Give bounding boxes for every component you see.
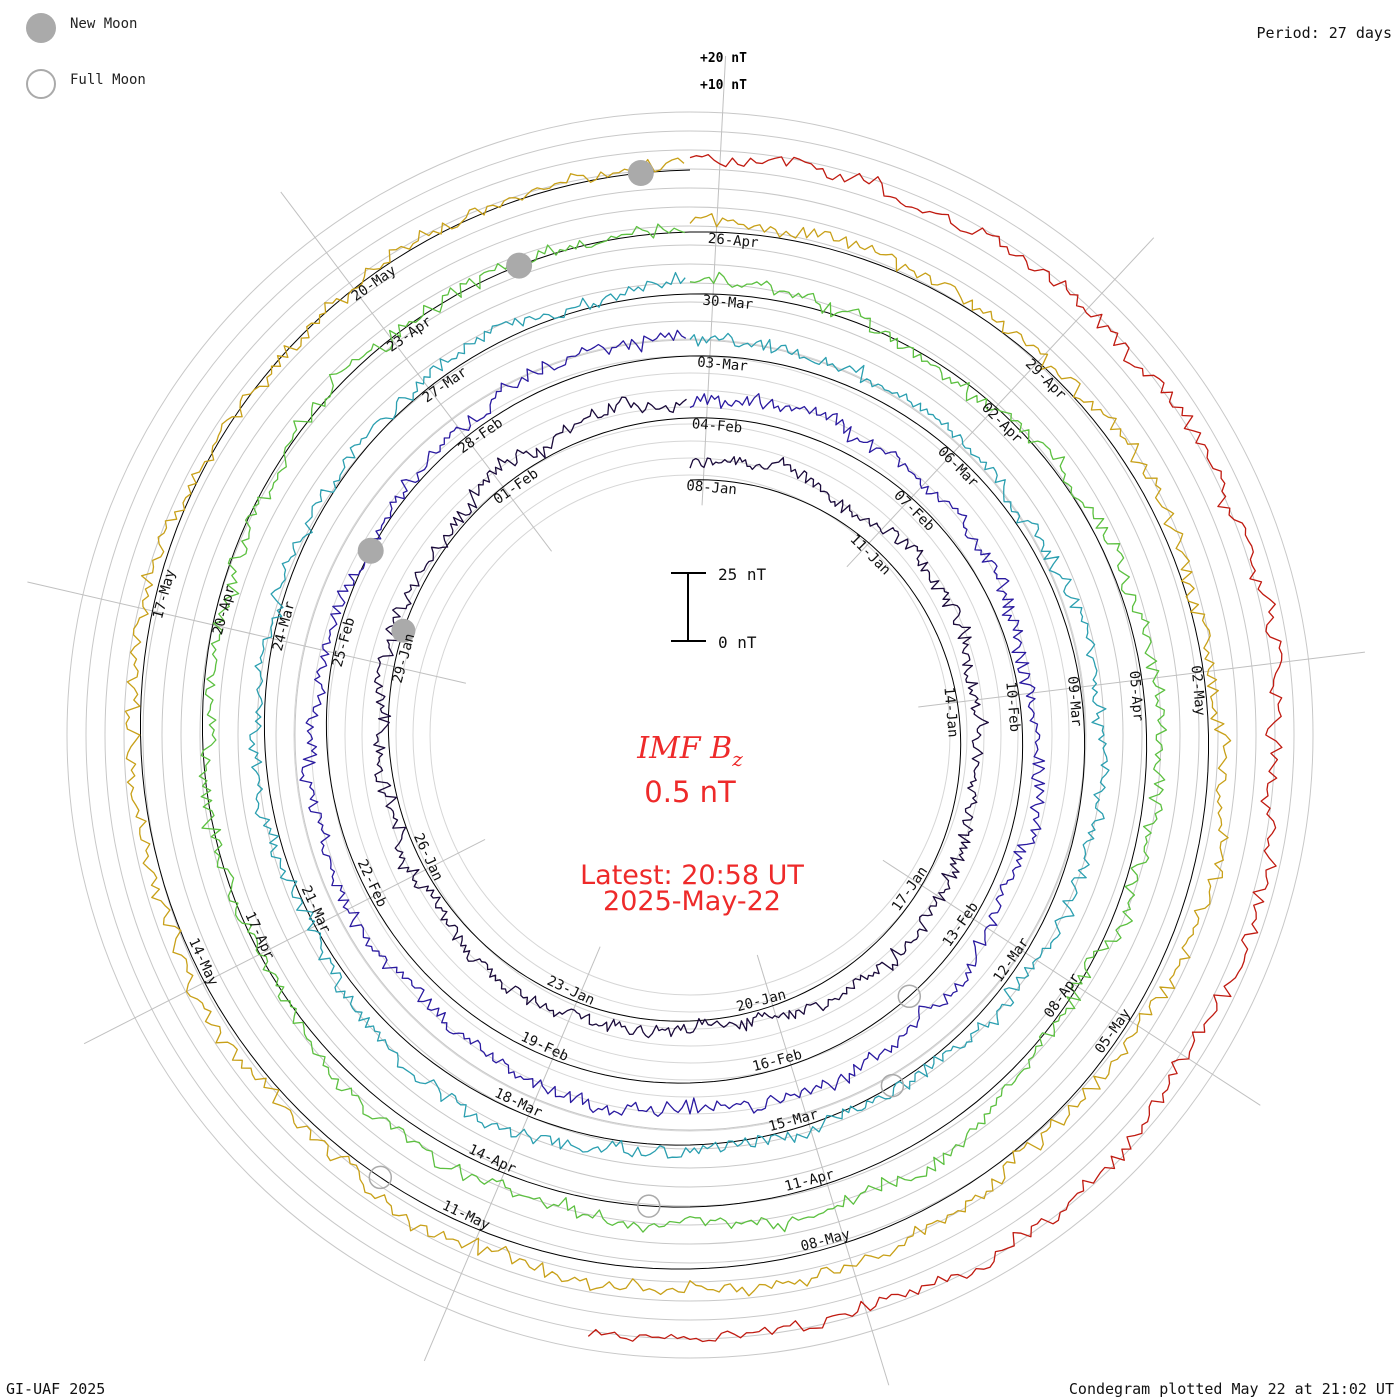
ref-label-10nT: +10 nT	[700, 78, 747, 93]
title-main: IMF B	[636, 731, 732, 766]
grid-circle	[294, 339, 1086, 1131]
date-label: 02-May	[1188, 665, 1208, 717]
date-label: 08-Jan	[686, 478, 738, 498]
full-moon-marker	[880, 1073, 905, 1098]
date-label: 22-Feb	[354, 857, 390, 910]
grid-circle	[161, 206, 1219, 1264]
scale-top-label: 25 nT	[718, 565, 767, 584]
date-label: 17-May	[150, 568, 179, 621]
date-label: 02-Apr	[978, 400, 1025, 447]
current-value: 0.5 nT	[644, 775, 736, 809]
grid-circle	[104, 149, 1276, 1321]
date-label: 29-Apr	[1022, 356, 1069, 403]
date-label: 13-Feb	[940, 899, 982, 950]
grid-circle	[327, 372, 1053, 1098]
full-moon-icon	[26, 69, 56, 99]
series-line	[124, 157, 1232, 1297]
grid-spoke	[83, 838, 486, 1045]
date-label: 11-Jan	[847, 531, 894, 578]
grid-spoke	[701, 55, 727, 506]
series-line	[299, 329, 1046, 1117]
date-label: 14-Jan	[940, 686, 960, 738]
grid-circle	[429, 474, 951, 996]
date-label: 04-Feb	[691, 416, 743, 436]
full-moon-marker	[897, 984, 922, 1009]
baseline-spiral	[140, 169, 1209, 1270]
date-label: 10-Feb	[1002, 681, 1022, 733]
legend: New Moon Full Moon	[26, 13, 146, 99]
new-moon-marker	[357, 537, 384, 564]
grid-circle	[123, 168, 1257, 1302]
latest-date: 2025-May-22	[603, 886, 781, 917]
grid-spoke	[27, 581, 467, 684]
svg-text:IMF Bz: IMF Bz	[636, 731, 743, 771]
date-label: 23-Apr	[384, 313, 435, 355]
date-label: 24-Mar	[270, 600, 299, 653]
full-moon-marker	[368, 1165, 393, 1190]
grid-circle	[256, 301, 1124, 1169]
grid-spoke	[423, 946, 601, 1362]
date-label: 05-Apr	[1126, 670, 1146, 722]
date-label: 17-Jan	[889, 864, 931, 915]
date-label: 30-Mar	[702, 293, 754, 313]
grid-spokes	[27, 55, 1365, 1386]
new-moon-marker	[391, 618, 416, 643]
date-label: 14-Apr	[466, 1141, 519, 1177]
period-label: Period: 27 days	[1257, 24, 1392, 42]
baseline-spiral-path	[140, 169, 1209, 1270]
new-moon-marker	[506, 252, 533, 279]
series-line	[587, 153, 1283, 1343]
grid-circle	[378, 423, 1002, 1047]
center-title: IMF Bz 0.5 nT Latest: 20:58 UT 2025-May-…	[580, 731, 804, 917]
grid-circle	[344, 389, 1036, 1081]
new-moon-icon	[26, 13, 56, 43]
date-label: 09-Mar	[1064, 676, 1084, 728]
moon-markers	[357, 160, 922, 1218]
grid-circle	[199, 244, 1181, 1226]
date-label: 06-Mar	[934, 444, 981, 491]
date-label: 03-Mar	[697, 354, 749, 374]
date-label: 01-Feb	[491, 466, 542, 508]
date-label: 17-Apr	[241, 909, 277, 962]
series-line	[198, 223, 1168, 1233]
latest-time: Latest: 20:58 UT	[580, 860, 804, 891]
series-line	[248, 271, 1110, 1159]
title-subscript: z	[731, 747, 743, 771]
date-label: 05-May	[1092, 1006, 1134, 1057]
date-label: 26-Jan	[410, 831, 446, 884]
scale-bar: 25 nT 0 nT	[671, 565, 767, 652]
series-line	[373, 396, 989, 1039]
date-label: 20-Apr	[210, 584, 239, 637]
data-traces	[124, 153, 1283, 1343]
ref-label-20nT: +20 nT	[700, 51, 747, 66]
grid-spoke	[280, 191, 552, 552]
date-label: 27-Mar	[420, 364, 471, 406]
new-moon-label: New Moon	[70, 16, 137, 32]
date-label: 26-Apr	[707, 231, 759, 251]
new-moon-marker	[627, 160, 654, 186]
date-label: 28-Feb	[455, 415, 506, 457]
date-label: 20-Jan	[735, 987, 788, 1016]
grid-circle	[66, 111, 1314, 1359]
full-moon-marker	[637, 1194, 661, 1218]
grid-circle	[412, 457, 968, 1013]
grid-circle	[180, 225, 1200, 1245]
scale-bottom-label: 0 nT	[718, 633, 757, 652]
plotted-label: Condegram plotted May 22 at 21:02 UT	[1069, 1380, 1394, 1398]
grid-circle	[237, 282, 1143, 1188]
date-label: 25-Feb	[330, 616, 359, 669]
grid-circle	[395, 440, 985, 1030]
grid-circle	[218, 263, 1162, 1207]
date-label: 11-May	[440, 1198, 493, 1234]
grid-spoke	[846, 237, 1155, 568]
full-moon-label: Full Moon	[70, 72, 146, 88]
credit-label: GI-UAF 2025	[6, 1380, 105, 1398]
grid-spoke	[756, 954, 890, 1386]
